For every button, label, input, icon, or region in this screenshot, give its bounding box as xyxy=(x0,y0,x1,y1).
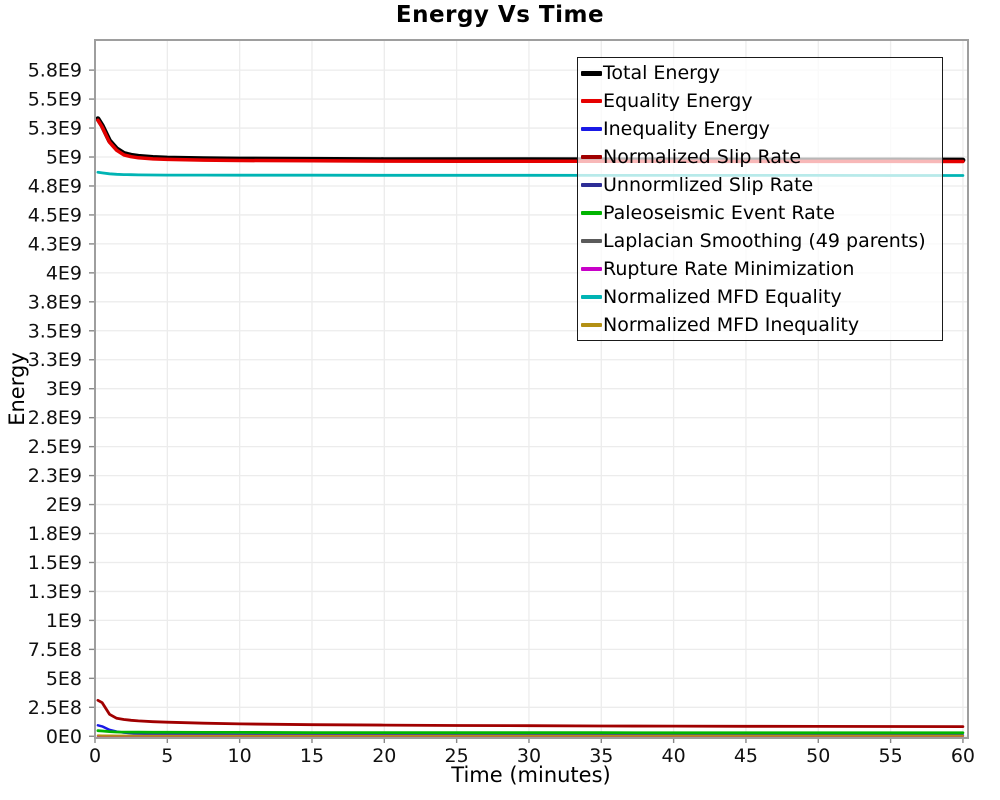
y-tick-label: 5.8E9 xyxy=(28,60,82,82)
legend-item: Laplacian Smoothing (49 parents) xyxy=(578,227,942,255)
legend-item-label: Laplacian Smoothing (49 parents) xyxy=(603,229,926,252)
legend-line-sample xyxy=(581,155,602,159)
legend-item: Normalized Slip Rate xyxy=(578,143,942,171)
legend-line-sample xyxy=(581,211,602,215)
x-tick-label: 0 xyxy=(89,745,101,767)
chart-title: Energy Vs Time xyxy=(395,2,605,28)
y-tick-label: 5.5E9 xyxy=(28,89,82,111)
x-tick-label: 10 xyxy=(228,745,252,767)
legend-line-sample xyxy=(581,267,602,271)
y-tick-label: 5.3E9 xyxy=(28,118,82,140)
x-tick-label: 30 xyxy=(517,745,541,767)
legend-item-label: Paleoseismic Event Rate xyxy=(603,201,835,224)
x-tick-label: 20 xyxy=(372,745,396,767)
y-tick-label: 4E9 xyxy=(46,262,82,284)
y-tick-label: 2E9 xyxy=(46,494,82,516)
legend-line-sample xyxy=(581,323,602,327)
legend-item: Unnormlized Slip Rate xyxy=(578,171,942,199)
y-tick-label: 1.5E9 xyxy=(28,552,82,574)
legend-item: Paleoseismic Event Rate xyxy=(578,199,942,227)
x-tick-label: 15 xyxy=(300,745,324,767)
y-tick-label: 2.5E9 xyxy=(28,436,82,458)
y-tick-label: 3.3E9 xyxy=(28,349,82,371)
plot-border xyxy=(94,39,969,739)
legend-item: Normalized MFD Inequality xyxy=(578,311,942,339)
y-tick-label: 3.8E9 xyxy=(28,291,82,313)
y-tick-label: 7.5E8 xyxy=(28,639,82,661)
legend-item: Rupture Rate Minimization xyxy=(578,255,942,283)
y-tick-label: 3E9 xyxy=(46,378,82,400)
legend-line-sample xyxy=(581,99,602,103)
legend-item: Total Energy xyxy=(578,59,942,87)
y-tick-label: 3.5E9 xyxy=(28,320,82,342)
legend-item-label: Normalized MFD Inequality xyxy=(603,313,860,336)
series-line-normalized-slip-rate xyxy=(96,698,965,728)
legend-item-label: Total Energy xyxy=(603,61,720,84)
x-tick-label: 35 xyxy=(589,745,613,767)
legend-item: Equality Energy xyxy=(578,87,942,115)
legend-item: Normalized MFD Equality xyxy=(578,283,942,311)
y-tick-label: 1.3E9 xyxy=(28,581,82,603)
legend-line-sample xyxy=(581,70,602,76)
legend-item-label: Equality Energy xyxy=(603,89,753,112)
legend-line-sample xyxy=(581,239,602,243)
y-tick-label: 4.3E9 xyxy=(28,233,82,255)
y-tick-label: 0E0 xyxy=(46,726,82,748)
y-axis-title: Energy xyxy=(5,352,29,426)
legend: Total Energy Equality Energy Inequality En… xyxy=(577,57,943,341)
legend-item-label: Inequality Energy xyxy=(603,117,770,140)
x-tick-label: 5 xyxy=(161,745,173,767)
y-tick-label: 2.8E9 xyxy=(28,407,82,429)
y-tick-label: 2.3E9 xyxy=(28,465,82,487)
legend-line-sample xyxy=(581,183,602,187)
y-tick-label: 1.8E9 xyxy=(28,523,82,545)
legend-line-sample xyxy=(581,295,602,299)
legend-item: Inequality Energy xyxy=(578,115,942,143)
y-tick-label: 4.8E9 xyxy=(28,175,82,197)
y-tick-label: 4.5E9 xyxy=(28,204,82,226)
legend-item-label: Normalized Slip Rate xyxy=(603,145,802,168)
x-tick-label: 25 xyxy=(445,745,469,767)
legend-item-label: Rupture Rate Minimization xyxy=(603,257,855,280)
x-tick-label: 50 xyxy=(806,745,830,767)
x-axis-title: Time (minutes) xyxy=(451,763,611,787)
x-tick-label: 40 xyxy=(662,745,686,767)
x-tick-label: 45 xyxy=(734,745,758,767)
y-tick-label: 5E9 xyxy=(46,147,82,169)
legend-line-sample xyxy=(581,127,602,131)
series-line-paleoseismic-event-rate xyxy=(96,729,965,735)
x-tick-label: 60 xyxy=(951,745,975,767)
x-tick-label: 55 xyxy=(879,745,903,767)
y-tick-label: 2.5E8 xyxy=(28,697,82,719)
legend-item-label: Normalized MFD Equality xyxy=(603,285,842,308)
y-tick-label: 5E8 xyxy=(46,668,82,690)
legend-item-label: Unnormlized Slip Rate xyxy=(603,173,814,196)
y-tick-label: 1E9 xyxy=(46,610,82,632)
